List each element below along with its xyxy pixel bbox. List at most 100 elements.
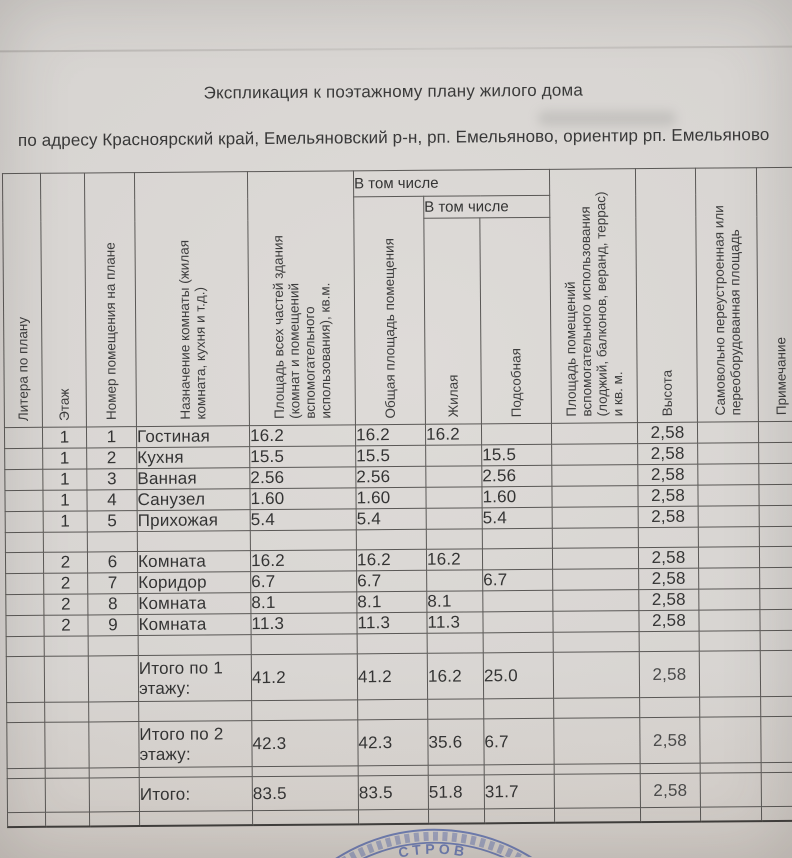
- cell-podsobnaya: [483, 632, 554, 653]
- cell-vysota: 2,58: [638, 589, 699, 611]
- cell-vysota: 2,58: [638, 547, 699, 569]
- cell-obshchaya: 15.5: [355, 445, 426, 467]
- cell-etazh: 2: [43, 572, 88, 595]
- cell-vspom: [554, 807, 641, 823]
- cell-obshchaya: 41.2: [357, 653, 428, 700]
- cell-vspom: [553, 651, 640, 699]
- cell-ploshchad-vsekh: [250, 529, 357, 551]
- cell-ploshchad-vsekh: 2.56: [249, 466, 356, 489]
- stamp-arc-text: СТРОВ: [397, 840, 470, 858]
- cell-primechanie: [760, 716, 792, 763]
- cell-obshchaya: [357, 633, 428, 654]
- cell-vspom: [552, 568, 639, 591]
- cell-vspom: [553, 697, 640, 719]
- cell-etazh: 1: [42, 426, 87, 449]
- cell-litera: [7, 778, 46, 813]
- cell-samovolno: [697, 463, 759, 486]
- cell-nomer: [88, 721, 140, 768]
- cell-litera: [4, 427, 43, 449]
- cell-zhilaya: 35.6: [427, 718, 485, 766]
- cell-podsobnaya: [484, 808, 555, 823]
- cell-vspom: [551, 443, 638, 466]
- cell-vspom: [551, 485, 639, 508]
- cell-etazh: [43, 531, 88, 553]
- cell-podsobnaya: 5.4: [482, 507, 553, 529]
- col-header-litera: Литера по плану: [2, 173, 43, 428]
- cell-zhilaya: 16.2: [426, 548, 483, 571]
- cell-zhilaya: [425, 486, 483, 509]
- cell-primechanie: [760, 650, 792, 697]
- cell-litera: [5, 511, 44, 533]
- cell-naznachenie: Итого по 1 этажу:: [138, 654, 252, 702]
- cell-primechanie: [759, 567, 792, 589]
- cell-samovolno: [699, 630, 761, 652]
- cell-podsobnaya: 2.56: [481, 465, 552, 487]
- col-header-etazh: Этаж: [40, 172, 87, 428]
- cell-podsobnaya: 1.60: [481, 486, 553, 508]
- cell-vysota: 2,58: [637, 485, 699, 507]
- cell-vysota: 2,58: [637, 422, 698, 444]
- col-header-podsobnaya: Подсобная: [479, 217, 552, 424]
- cell-naznachenie: Кухня: [136, 446, 250, 469]
- cell-litera: [4, 469, 43, 491]
- cell-vysota: 2,58: [640, 773, 701, 808]
- cell-naznachenie: Прихожая: [137, 509, 251, 532]
- table-body: 1 1 Гостиная 16.2 16.2 16.2 2,58 1 2 Кухня 15.5 15.…: [4, 421, 792, 827]
- cell-naznachenie: [137, 530, 251, 552]
- cell-litera: [5, 573, 44, 595]
- cell-primechanie: [760, 696, 792, 717]
- cell-ploshchad-vsekh: [252, 809, 359, 825]
- cell-vspom: [551, 422, 638, 445]
- cell-zhilaya: [426, 507, 483, 530]
- cell-zhilaya: 16.2: [425, 423, 482, 446]
- cell-samovolno: [698, 588, 760, 611]
- col-header-primechanie: Примечание: [756, 167, 792, 422]
- cell-primechanie: [758, 484, 792, 506]
- cell-naznachenie: Ванная: [136, 467, 250, 490]
- cell-naznachenie: Итого по 2 этажу:: [138, 720, 253, 768]
- cell-litera: [5, 615, 45, 637]
- cell-primechanie: [758, 421, 792, 443]
- cell-ploshchad-vsekh: 1.60: [249, 487, 357, 510]
- cell-podsobnaya: [481, 423, 552, 445]
- cell-zhilaya: [426, 569, 483, 592]
- cell-naznachenie: Коридор: [137, 571, 251, 594]
- table-row: Итого по 1 этажу: 41.2 41.2 16.2 25.0 2,58: [6, 650, 792, 703]
- cell-nomer: [89, 777, 140, 812]
- page-title: Экспликация к поэтажному плану жилого до…: [203, 80, 584, 103]
- cell-obshchaya: 1.60: [355, 487, 427, 509]
- cell-etazh: [44, 721, 90, 769]
- cell-ploshchad-vsekh: 83.5: [252, 775, 359, 811]
- cell-zhilaya: [427, 632, 484, 654]
- cell-etazh: 2: [43, 551, 88, 574]
- cell-podsobnaya: 6.7: [482, 569, 553, 591]
- cell-vspom: [552, 589, 639, 612]
- cell-ploshchad-vsekh: 8.1: [250, 591, 357, 614]
- cell-ploshchad-vsekh: 11.3: [250, 612, 358, 635]
- cell-obshchaya: 83.5: [358, 775, 429, 810]
- cell-vysota: 2,58: [639, 651, 700, 698]
- cell-ploshchad-vsekh: 6.7: [250, 570, 357, 593]
- cell-obshchaya: 5.4: [356, 508, 427, 530]
- col-header-zhilaya: Жилая: [423, 217, 482, 425]
- cell-litera: [4, 490, 44, 512]
- cell-naznachenie: Комната: [137, 613, 252, 636]
- cell-litera: [7, 768, 46, 779]
- cell-podsobnaya: [484, 764, 555, 775]
- cell-podsobnaya: 15.5: [481, 444, 552, 466]
- cell-samovolno: [697, 421, 759, 444]
- cell-etazh: 1: [42, 468, 87, 491]
- cell-primechanie: [759, 609, 792, 631]
- cell-etazh: [45, 811, 90, 827]
- cell-ploshchad-vsekh: 15.5: [249, 445, 356, 468]
- cell-etazh: [44, 655, 89, 703]
- cell-podsobnaya: [482, 590, 553, 612]
- cell-ploshchad-vsekh: 41.2: [251, 653, 358, 701]
- col-header-samovolno: Самовольно переустроенная или переоборуд…: [695, 167, 759, 423]
- cell-vysota: [639, 631, 700, 652]
- cell-primechanie: [758, 442, 792, 464]
- cell-ploshchad-vsekh: [251, 699, 358, 721]
- cell-litera: [6, 656, 45, 703]
- cell-obshchaya: [358, 765, 429, 776]
